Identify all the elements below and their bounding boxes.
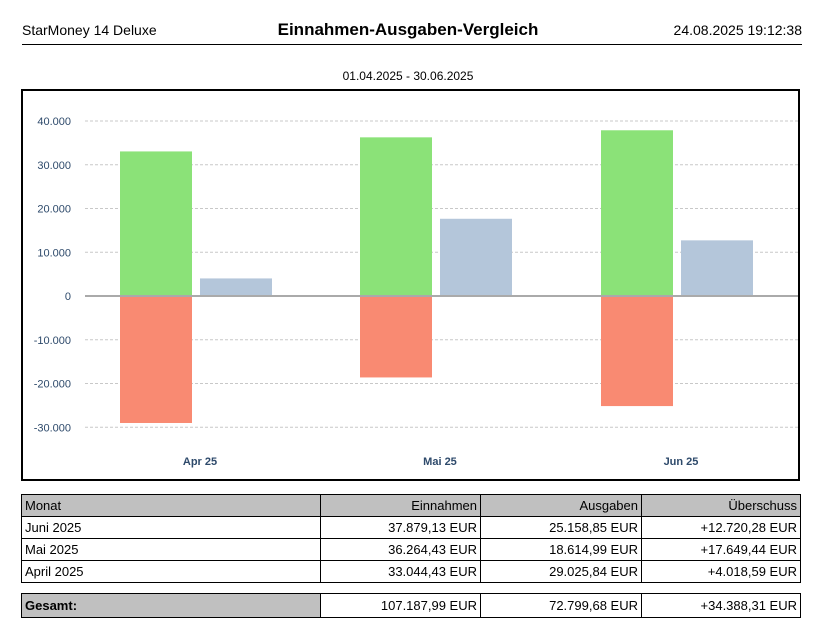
surplus-bar <box>200 278 272 296</box>
surplus-bar <box>681 240 753 296</box>
bar-chart: 40.000 30.000 20.000 10.000 0 -10.000 -20.000 -… <box>34 116 798 468</box>
income-bar <box>120 151 192 296</box>
cell-surplus: +4.018,59 EUR <box>641 560 801 583</box>
period-label: 01.04.2025 - 30.06.2025 <box>342 69 474 83</box>
header-divider <box>22 44 802 45</box>
cell-expenses: 18.614,99 EUR <box>480 538 642 561</box>
y-tick-label: -20.000 <box>34 379 71 391</box>
cell-month: Mai 2025 <box>21 538 321 561</box>
table-row: April 2025 33.044,43 EUR 29.025,84 EUR +… <box>21 560 801 583</box>
cell-month: April 2025 <box>21 560 321 583</box>
total-income: 107.187,99 EUR <box>320 593 481 618</box>
expense-bar <box>601 296 673 407</box>
cell-surplus: +17.649,44 EUR <box>641 538 801 561</box>
cell-expenses: 25.158,85 EUR <box>480 516 642 539</box>
total-row: Gesamt: 107.187,99 EUR 72.799,68 EUR +34… <box>21 593 801 618</box>
total-surplus: +34.388,31 EUR <box>641 593 801 618</box>
header-month: Monat <box>21 494 321 517</box>
table-header-row: Monat Einnahmen Ausgaben Überschuss <box>21 494 801 517</box>
x-tick-label: Mai 25 <box>423 456 457 468</box>
y-tick-label: 30.000 <box>37 160 71 172</box>
y-tick-label: 20.000 <box>37 204 71 216</box>
surplus-bar <box>440 218 512 296</box>
x-tick-label: Jun 25 <box>664 456 699 468</box>
cell-income: 36.264,43 EUR <box>320 538 481 561</box>
x-tick-label: Apr 25 <box>183 456 217 468</box>
chart-frame: 40.000 30.000 20.000 10.000 0 -10.000 -20.000 -… <box>21 89 800 481</box>
table-row: Mai 2025 36.264,43 EUR 18.614,99 EUR +17… <box>21 538 801 561</box>
total-table: Gesamt: 107.187,99 EUR 72.799,68 EUR +34… <box>21 593 801 618</box>
expense-bar <box>360 296 432 378</box>
total-label: Gesamt: <box>21 593 321 618</box>
table-row: Juni 2025 37.879,13 EUR 25.158,85 EUR +1… <box>21 516 801 539</box>
report-title: Einnahmen-Ausgaben-Vergleich <box>277 20 539 39</box>
cell-income: 37.879,13 EUR <box>320 516 481 539</box>
header-income: Einnahmen <box>320 494 481 517</box>
y-tick-label: 0 <box>65 291 71 303</box>
y-tick-label: 10.000 <box>37 247 71 259</box>
expense-bar <box>120 296 192 423</box>
income-bar <box>360 137 432 296</box>
cell-surplus: +12.720,28 EUR <box>641 516 801 539</box>
cell-expenses: 29.025,84 EUR <box>480 560 642 583</box>
summary-table: Monat Einnahmen Ausgaben Überschuss Juni… <box>21 494 801 583</box>
cell-month: Juni 2025 <box>21 516 321 539</box>
y-tick-label: -10.000 <box>34 335 71 347</box>
app-name: StarMoney 14 Deluxe <box>22 22 157 38</box>
header-surplus: Überschuss <box>641 494 801 517</box>
cell-income: 33.044,43 EUR <box>320 560 481 583</box>
total-expenses: 72.799,68 EUR <box>480 593 642 618</box>
income-bar <box>601 130 673 296</box>
header-expenses: Ausgaben <box>480 494 642 517</box>
y-tick-label: 40.000 <box>37 116 71 128</box>
report-datetime: 24.08.2025 19:12:38 <box>673 22 802 38</box>
y-tick-label: -30.000 <box>34 422 71 434</box>
